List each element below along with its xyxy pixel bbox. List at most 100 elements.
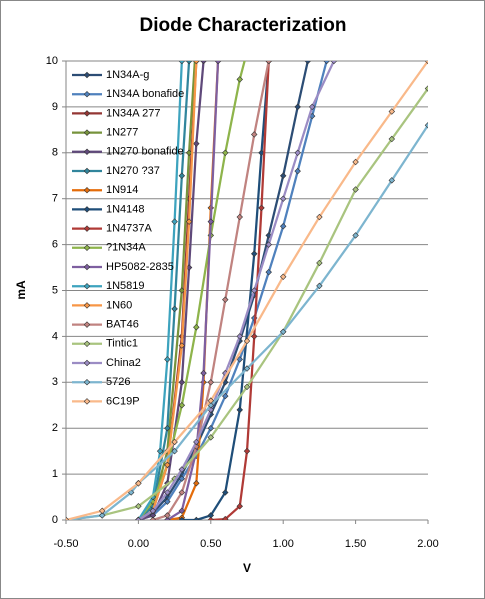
x-tick-label: 0.50 bbox=[200, 538, 221, 550]
data-point bbox=[200, 369, 207, 377]
data-point bbox=[149, 516, 157, 520]
data-point bbox=[222, 392, 229, 400]
legend-marker bbox=[83, 244, 91, 252]
legend-marker bbox=[83, 340, 91, 348]
data-point bbox=[243, 383, 251, 391]
legend-marker bbox=[83, 282, 91, 290]
data-point bbox=[323, 61, 330, 65]
data-point bbox=[185, 149, 193, 157]
data-point bbox=[236, 503, 243, 510]
data-point bbox=[149, 507, 157, 515]
legend-label: 1N4148 bbox=[106, 203, 145, 215]
data-point bbox=[294, 103, 301, 111]
data-point bbox=[279, 223, 287, 230]
y-tick-label: 10 bbox=[46, 55, 58, 67]
data-point bbox=[207, 424, 215, 432]
data-point bbox=[424, 61, 428, 65]
legend-marker bbox=[83, 378, 91, 386]
y-tick-label: 8 bbox=[52, 147, 58, 159]
data-point bbox=[352, 158, 359, 166]
data-point bbox=[156, 447, 164, 455]
data-point bbox=[207, 434, 215, 441]
x-axis-label: V bbox=[243, 561, 251, 575]
plot-area bbox=[66, 61, 428, 520]
legend-marker bbox=[83, 398, 91, 405]
legend-label: 1N34A bonafide bbox=[106, 88, 184, 100]
data-point bbox=[214, 61, 222, 65]
y-tick-label: 0 bbox=[52, 514, 58, 526]
legend-label: 1N4737A bbox=[106, 223, 153, 235]
data-point bbox=[236, 333, 243, 340]
data-point bbox=[236, 356, 243, 363]
data-point bbox=[251, 333, 258, 340]
grid bbox=[62, 60, 429, 524]
data-point bbox=[243, 365, 251, 372]
data-point bbox=[207, 397, 215, 404]
data-point bbox=[236, 213, 243, 221]
legend-label: 1N270 ?37 bbox=[106, 165, 160, 177]
data-point bbox=[304, 61, 312, 65]
data-point bbox=[164, 512, 171, 519]
data-point bbox=[193, 438, 200, 446]
legend-marker bbox=[83, 110, 91, 117]
data-point bbox=[279, 195, 287, 202]
data-point bbox=[330, 61, 338, 65]
data-point bbox=[200, 61, 207, 65]
data-point bbox=[316, 213, 323, 221]
data-point bbox=[424, 122, 428, 129]
data-point bbox=[265, 61, 272, 65]
legend-label: 1N34A 277 bbox=[106, 107, 160, 119]
legend-label: 1N60 bbox=[106, 299, 132, 311]
data-point bbox=[279, 328, 287, 336]
data-point bbox=[258, 204, 265, 212]
data-point bbox=[236, 406, 243, 414]
data-point bbox=[265, 241, 272, 248]
data-point bbox=[135, 516, 142, 520]
data-point bbox=[193, 480, 200, 487]
data-point bbox=[265, 268, 272, 276]
data-point bbox=[178, 475, 186, 482]
legend-marker bbox=[83, 206, 91, 213]
data-point bbox=[98, 507, 106, 515]
legend-label: 5726 bbox=[106, 376, 130, 388]
legend-marker bbox=[83, 90, 91, 98]
data-point bbox=[207, 218, 215, 225]
data-point bbox=[171, 218, 178, 225]
data-point bbox=[279, 273, 287, 280]
data-point bbox=[207, 516, 215, 520]
data-point bbox=[98, 512, 106, 519]
data-point bbox=[222, 515, 229, 520]
data-point bbox=[222, 296, 229, 303]
data-point bbox=[178, 466, 186, 473]
legend-label: 1N270 bonafide bbox=[106, 146, 184, 158]
data-point bbox=[164, 461, 171, 469]
data-point bbox=[178, 516, 186, 520]
legend-marker bbox=[83, 302, 91, 309]
series-line bbox=[66, 124, 428, 520]
data-point bbox=[388, 177, 396, 184]
data-point bbox=[193, 140, 200, 147]
data-point bbox=[251, 287, 258, 294]
data-point bbox=[243, 447, 251, 455]
series-line bbox=[137, 61, 335, 520]
data-point bbox=[171, 305, 178, 313]
legend-label: 1N277 bbox=[106, 127, 138, 139]
legend: 1N34A-g 1N34A bonafide 1N34A 277 1N277 1N270… bbox=[72, 69, 184, 407]
legend-label: 1N34A-g bbox=[106, 69, 149, 81]
data-point bbox=[251, 250, 258, 258]
legend-marker bbox=[83, 167, 91, 175]
data-point bbox=[178, 379, 186, 386]
x-tick-label: -0.50 bbox=[53, 538, 78, 550]
data-point bbox=[308, 103, 316, 111]
legend-label: 1N5819 bbox=[106, 280, 145, 292]
legend-marker bbox=[83, 225, 91, 232]
series-line bbox=[137, 61, 191, 520]
data-point bbox=[243, 337, 251, 345]
legend-label: 1N914 bbox=[106, 184, 138, 196]
data-point bbox=[178, 507, 186, 515]
data-point bbox=[265, 232, 272, 239]
data-point bbox=[178, 489, 186, 496]
legend-marker bbox=[83, 148, 91, 156]
